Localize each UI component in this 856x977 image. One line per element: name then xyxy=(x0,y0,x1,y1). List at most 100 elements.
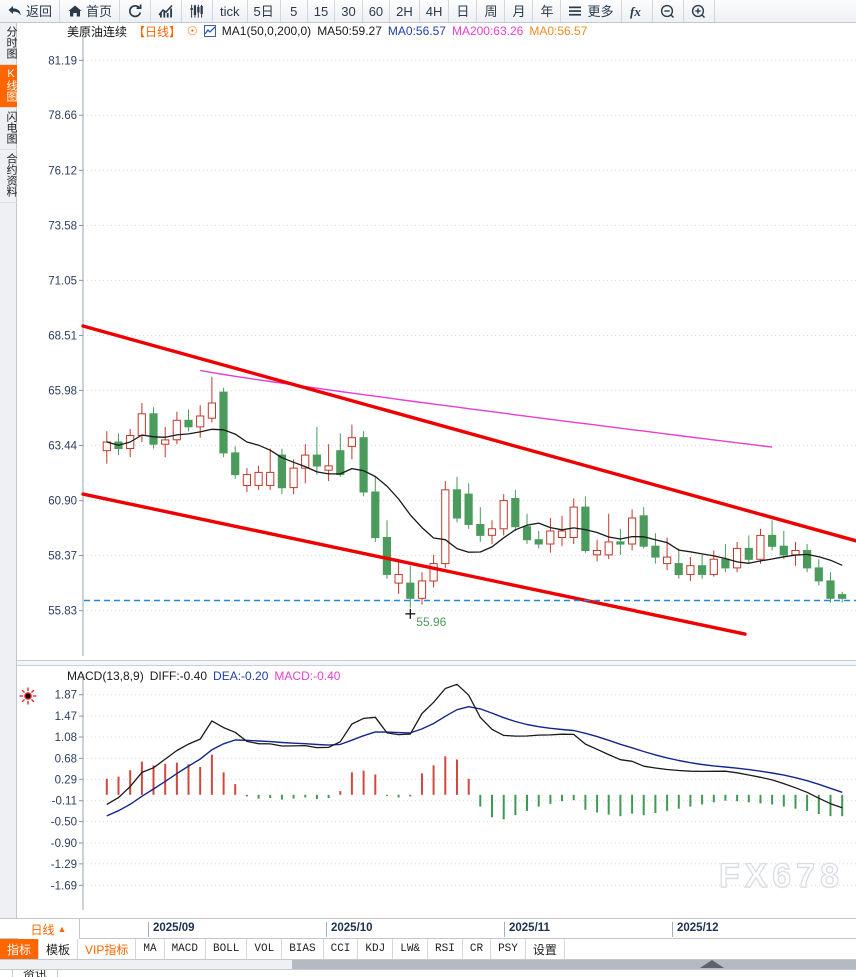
ind-tab-psy[interactable]: PSY xyxy=(491,939,526,959)
ma0-value-a: MA0:56.57 xyxy=(387,24,446,38)
macd-ytick-4: 0.29 xyxy=(55,774,77,786)
macd-ytick-1: 1.47 xyxy=(55,711,77,723)
period-month[interactable]: 月 xyxy=(505,0,534,22)
top-toolbar: 返回 首页 tick 5日 5 15 30 60 2H 4H 日周月年 更多 fx xyxy=(0,0,856,23)
chart-button[interactable] xyxy=(151,0,183,22)
function-button[interactable]: fx xyxy=(622,0,653,22)
footer-tab-bar: 资讯 xyxy=(0,969,856,977)
crosshair-icon[interactable]: ☉ xyxy=(187,24,198,38)
period-30-label: 30 xyxy=(341,3,356,19)
chart-overlays[interactable]: 55.96 xyxy=(81,324,856,636)
period-4h[interactable]: 4H xyxy=(420,0,450,22)
ind-tab-cr[interactable]: CR xyxy=(463,939,492,959)
indicator-toolbar: 指标 模板 VIP指标 MA MACD BOLL VOL BIAS CCI KDJ LW& RSI CR… xyxy=(0,939,856,960)
ind-tab-settings[interactable]: 设置 xyxy=(526,939,565,959)
candlestick-series xyxy=(102,376,847,608)
ind-tab-macd[interactable]: MACD xyxy=(165,939,206,959)
sun-settings-icon[interactable] xyxy=(19,687,37,705)
zoom-out-icon xyxy=(660,4,676,19)
period-5[interactable]: 5 xyxy=(281,0,308,22)
period-60[interactable]: 60 xyxy=(363,0,391,22)
date-axis-row: 日线 ▲ 2025/09 2025/10 2025/11 2025/12 xyxy=(0,918,856,939)
upper-trendline xyxy=(81,324,856,543)
period-15[interactable]: 15 xyxy=(308,0,336,22)
ind-tab-kdj[interactable]: KDJ xyxy=(358,939,394,959)
ma-settings-icon[interactable] xyxy=(203,25,216,37)
period-15-label: 15 xyxy=(313,3,329,19)
ma0-value-b: MA0:56.57 xyxy=(529,24,588,38)
period-5day[interactable]: 5日 xyxy=(248,0,281,22)
indicator-bar-filler xyxy=(565,939,856,959)
horizontal-scrollbar[interactable] xyxy=(0,960,856,969)
moving-average-lines xyxy=(106,369,843,566)
macd-plot[interactable]: 1.87 1.47 1.08 0.68 0.29 -0.11 -0.50 -0.90 -1.29… xyxy=(17,666,856,918)
candlestick-icon xyxy=(189,4,205,19)
ind-tab-ma[interactable]: MA xyxy=(136,939,165,959)
period-selector-label: 日线 xyxy=(30,922,55,937)
macd-ytick-5: -0.11 xyxy=(52,796,77,808)
macd-ytick-7: -0.90 xyxy=(51,838,77,850)
chart-area[interactable]: 81.19 78.66 76.12 73.58 71.05 68.51 65.98 63.44… xyxy=(17,23,856,918)
macd-ytick-8: -1.29 xyxy=(51,859,77,871)
hamburger-icon xyxy=(568,4,584,19)
macd-histogram xyxy=(105,754,844,820)
period-year[interactable]: 年 xyxy=(533,0,562,22)
price-ytick-2: 76.12 xyxy=(48,165,77,177)
price-ytick-1: 78.66 xyxy=(48,110,77,122)
lower-trendline xyxy=(81,492,747,636)
ind-tab-indicator[interactable]: 指标 xyxy=(0,939,40,959)
svg-text:fx: fx xyxy=(630,4,641,19)
ind-tab-rsi[interactable]: RSI xyxy=(428,939,463,959)
price-ytick-7: 63.44 xyxy=(48,441,77,453)
ind-tab-template[interactable]: 模板 xyxy=(39,939,79,959)
sidebar-item-kline[interactable]: K线图 xyxy=(0,65,17,108)
ind-tab-cci[interactable]: CCI xyxy=(324,939,359,959)
more-button[interactable]: 更多 xyxy=(561,0,622,22)
period-30[interactable]: 30 xyxy=(335,0,363,22)
price-ytick-0: 81.19 xyxy=(48,55,77,67)
period-day[interactable]: 日 xyxy=(449,0,478,22)
ind-tab-vol[interactable]: VOL xyxy=(247,939,283,959)
refresh-icon xyxy=(127,4,143,19)
tick-button[interactable]: tick xyxy=(213,0,248,22)
period-2h[interactable]: 2H xyxy=(390,0,420,22)
zoom-out-button[interactable] xyxy=(653,0,684,22)
chevron-up-icon: ▲ xyxy=(57,924,67,934)
sidebar-item-timeshare[interactable]: 分时图 xyxy=(0,23,17,65)
ind-tab-boll[interactable]: BOLL xyxy=(206,939,248,959)
panel-divider[interactable] xyxy=(17,660,856,666)
more-button-label: 更多 xyxy=(587,3,614,19)
candle-button[interactable] xyxy=(182,0,214,22)
macd-diff-value: DIFF:-0.40 xyxy=(149,669,208,683)
macd-lines xyxy=(106,683,843,817)
scrollbar-thumb[interactable] xyxy=(292,960,856,969)
period-week[interactable]: 周 xyxy=(477,0,506,22)
price-ytick-4: 71.05 xyxy=(48,275,77,287)
period-selector[interactable]: 日线 ▲ xyxy=(18,919,80,939)
ind-tab-vip[interactable]: VIP指标 xyxy=(78,939,137,959)
zoom-in-button[interactable] xyxy=(684,0,715,22)
ind-tab-lwr[interactable]: LW& xyxy=(393,939,429,959)
price-panel[interactable]: 81.19 78.66 76.12 73.58 71.05 68.51 65.98 63.44… xyxy=(17,23,856,660)
home-button[interactable]: 首页 xyxy=(60,0,121,22)
period-week-label: 周 xyxy=(484,3,498,19)
date-axis-label-0: 2025/09 xyxy=(148,922,195,937)
footer-tab-news[interactable]: 资讯 xyxy=(12,969,58,977)
period-5-label: 5 xyxy=(290,3,298,19)
sidebar-item-contract[interactable]: 合约资料 xyxy=(0,150,17,203)
price-plot[interactable]: 81.19 78.66 76.12 73.58 71.05 68.51 65.98 63.44… xyxy=(17,23,856,660)
ind-tab-bias[interactable]: BIAS xyxy=(282,939,324,959)
back-button-label: 返回 xyxy=(26,3,53,19)
scroll-up-arrow-icon[interactable] xyxy=(700,960,724,968)
macd-ytick-3: 0.68 xyxy=(55,753,77,765)
back-button[interactable]: 返回 xyxy=(0,0,61,22)
refresh-button[interactable] xyxy=(120,0,152,22)
zoom-in-icon xyxy=(691,4,707,19)
macd-panel[interactable]: 1.87 1.47 1.08 0.68 0.29 -0.11 -0.50 -0.90 -1.29… xyxy=(17,666,856,918)
ma200-value: MA200:63.26 xyxy=(451,24,524,38)
sidebar-item-lightning[interactable]: 闪电图 xyxy=(0,108,17,150)
date-axis-label-2: 2025/11 xyxy=(504,922,550,937)
macd-formula-label: MACD(13,8,9) xyxy=(67,669,144,683)
price-ytick-8: 60.90 xyxy=(48,496,77,508)
